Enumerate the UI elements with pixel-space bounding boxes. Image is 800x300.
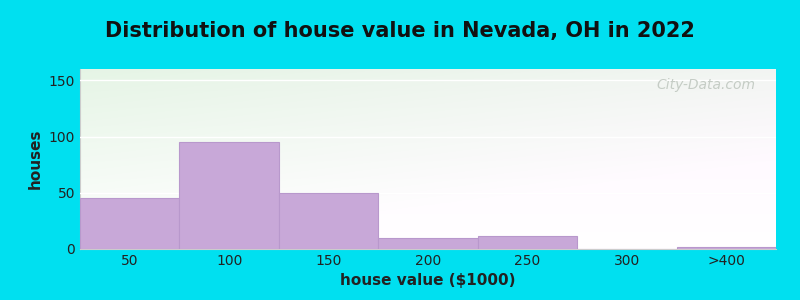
Bar [478, 236, 577, 249]
Text: City-Data.com: City-Data.com [656, 78, 755, 92]
Bar [378, 238, 478, 249]
X-axis label: house value ($1000): house value ($1000) [340, 273, 516, 288]
Y-axis label: houses: houses [28, 129, 43, 189]
Bar [179, 142, 279, 249]
Text: Distribution of house value in Nevada, OH in 2022: Distribution of house value in Nevada, O… [105, 21, 695, 41]
Bar [677, 247, 776, 249]
Bar [80, 198, 179, 249]
Bar [279, 193, 378, 249]
